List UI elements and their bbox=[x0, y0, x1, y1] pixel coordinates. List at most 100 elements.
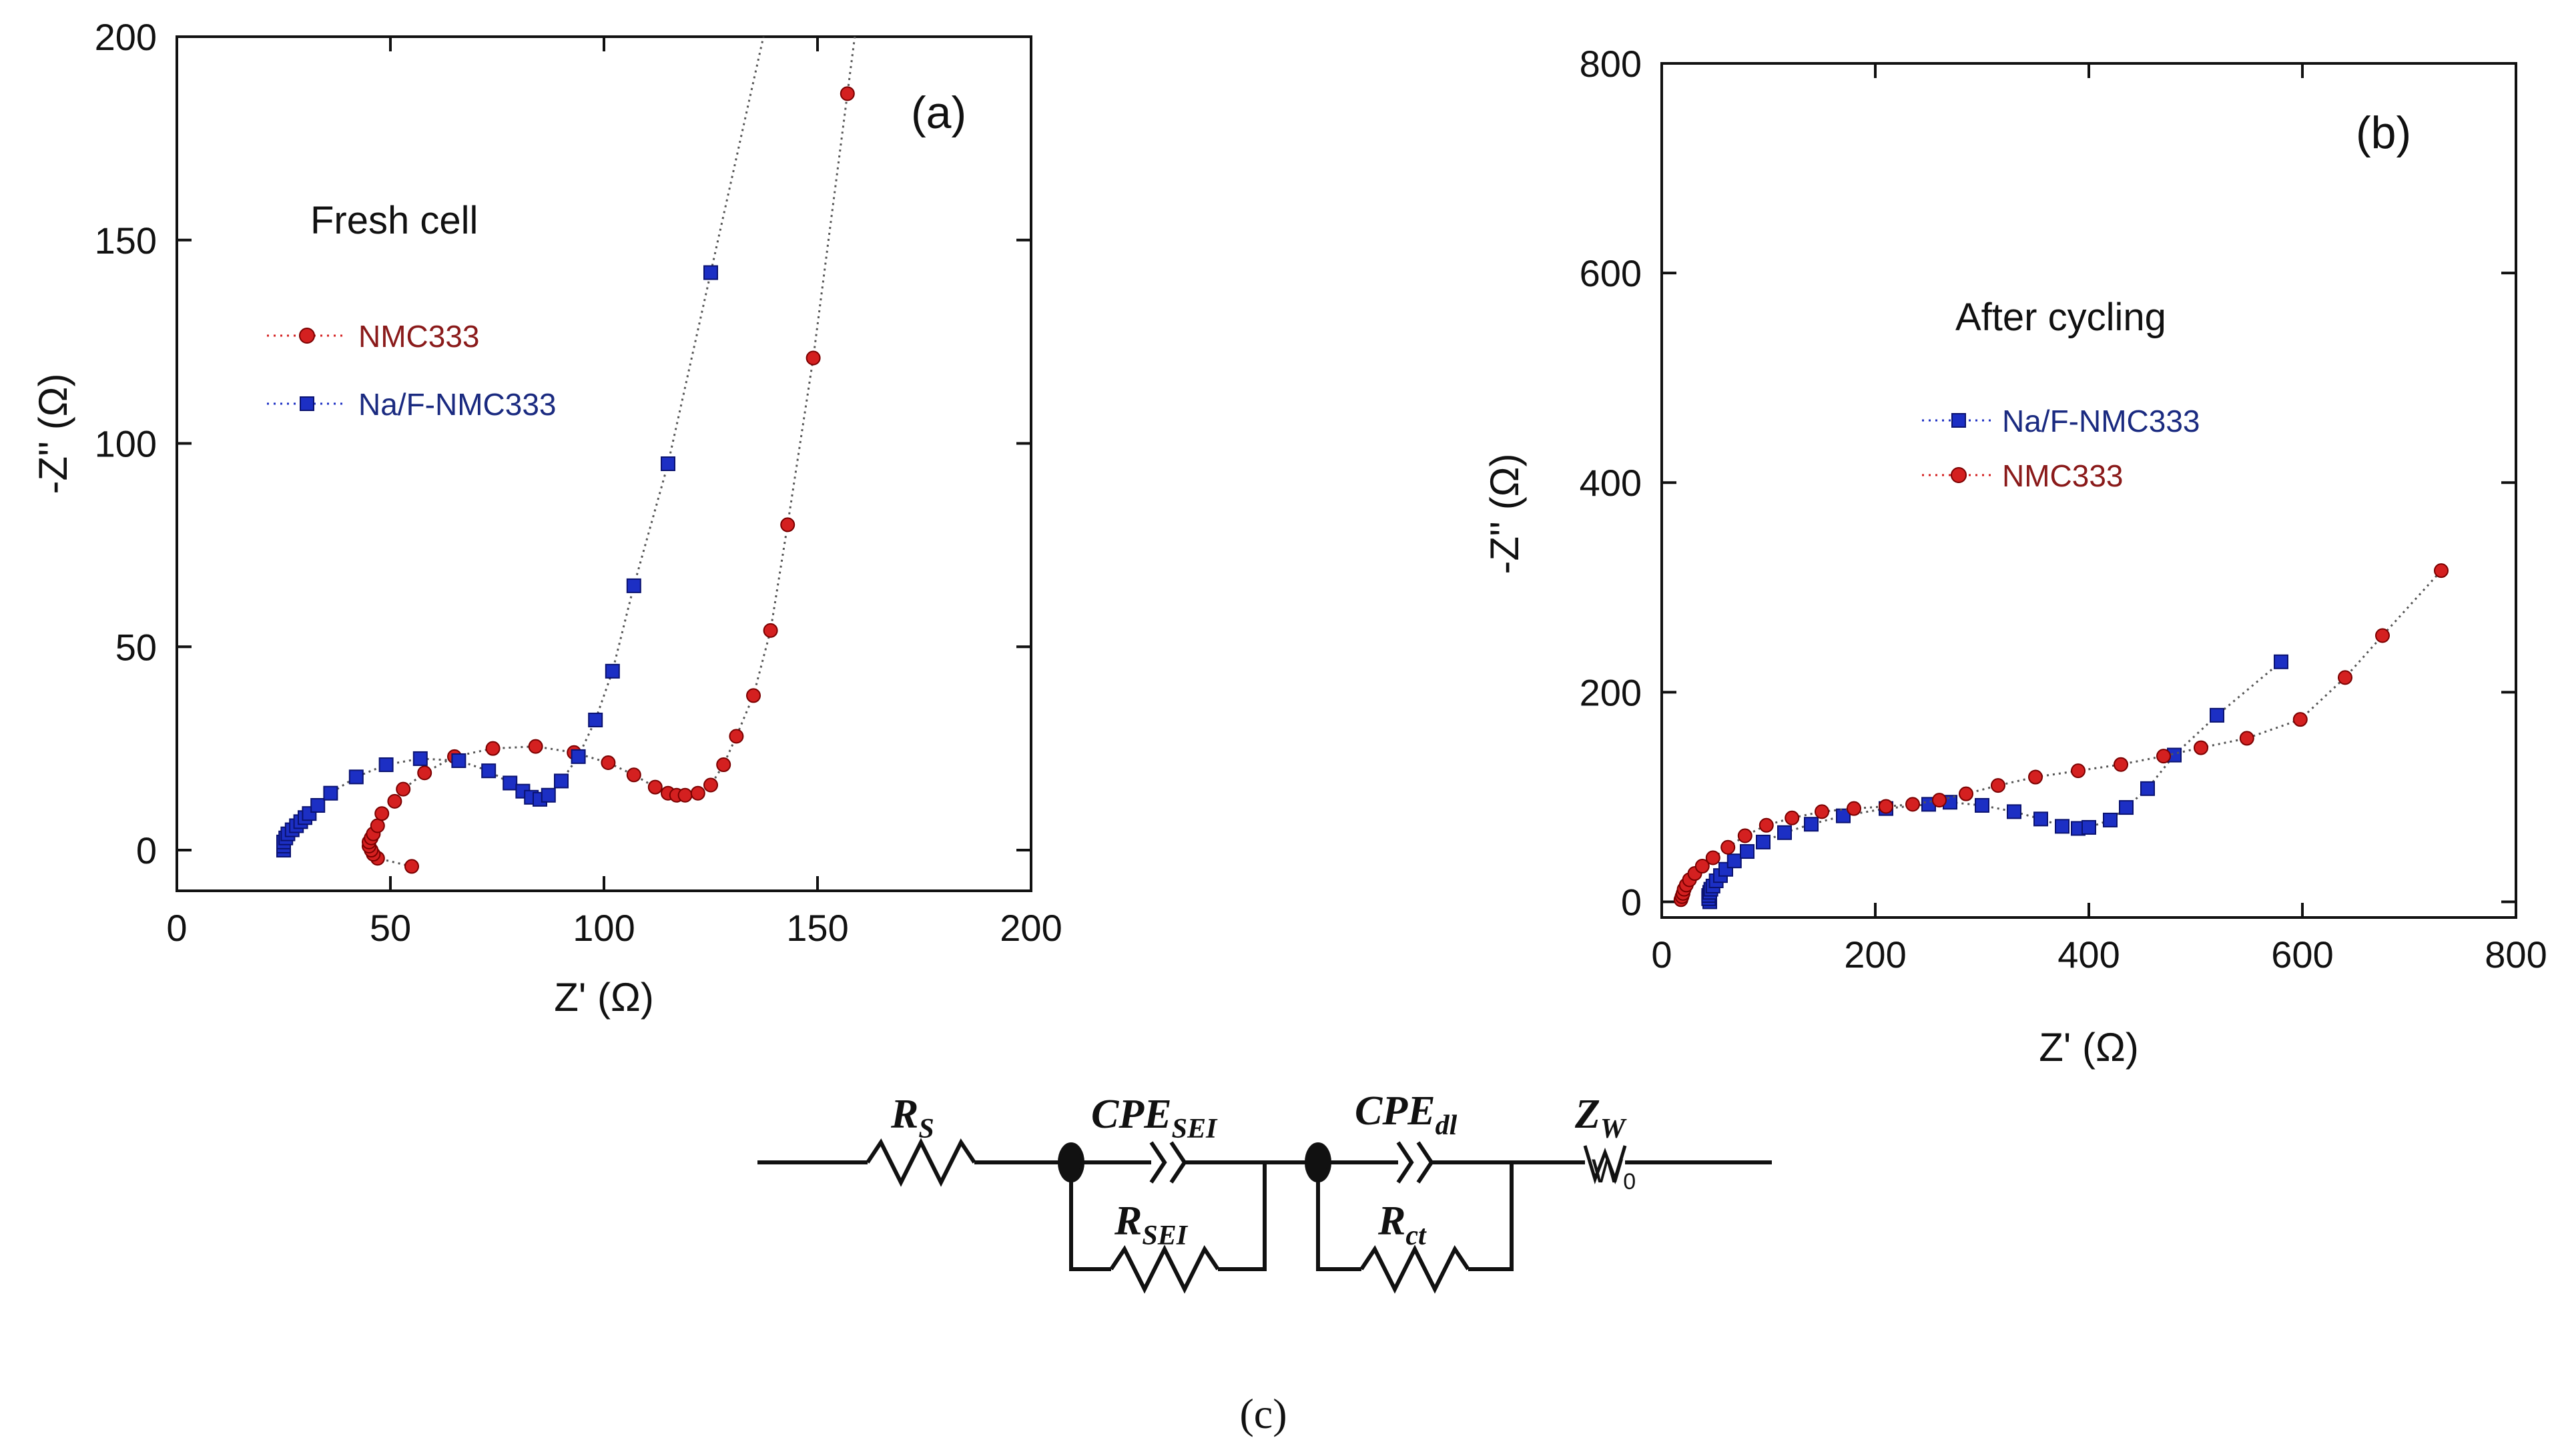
panel-b-nmc333-point bbox=[2239, 731, 2254, 746]
panel-a-xtick-label: 100 bbox=[573, 907, 635, 949]
panel-a-xtick-label: 200 bbox=[1000, 907, 1062, 949]
panel-a-xtick-label: 150 bbox=[786, 907, 848, 949]
panel-b-na-f-nmc333-point bbox=[2119, 800, 2134, 815]
panel-b-nmc333-point bbox=[1815, 804, 1829, 819]
panel-b-nmc333-point bbox=[2338, 670, 2352, 685]
panel-a-nmc333-line bbox=[368, 37, 856, 867]
panel-b-xtick-label: 800 bbox=[2485, 934, 2547, 976]
rct-branch-wire-right bbox=[1468, 1162, 1514, 1271]
label-zw-main: Z bbox=[1574, 1092, 1600, 1137]
panel-b-ytick-label: 400 bbox=[1580, 462, 1642, 504]
panel-b-series bbox=[1673, 563, 2449, 909]
panel-b-na-f-nmc333-point bbox=[1804, 817, 1819, 832]
panel-b-y-axis-label: -Z'' (Ω) bbox=[1482, 453, 1527, 574]
panel-b-na-f-nmc333-point bbox=[2033, 811, 2048, 827]
panel-a-legend: NMC333 Na/F-NMC333 bbox=[267, 319, 557, 422]
panel-b-nmc333-point bbox=[1758, 817, 1774, 833]
equivalent-circuit bbox=[757, 1138, 1772, 1294]
panel-b-ytick-label: 0 bbox=[1621, 881, 1642, 923]
legend-b-nmc333-label: NMC333 bbox=[2002, 458, 2124, 493]
panel-b-nmc333-point bbox=[2114, 757, 2128, 772]
label-rs: RS bbox=[890, 1092, 934, 1144]
panel-a-nmc333-point bbox=[528, 739, 543, 754]
panel-b-nmc333-point bbox=[1879, 799, 1893, 814]
panel-b-na-f-nmc333-point bbox=[1740, 844, 1754, 859]
panel-a-na-f-nmc333-point bbox=[571, 749, 586, 764]
legend-b-naf-marker bbox=[1951, 413, 1966, 428]
panel-b-label: (b) bbox=[2356, 107, 2411, 158]
panel-a-na-f-nmc333-line bbox=[282, 37, 765, 851]
label-cpe-dl-main: CPE bbox=[1355, 1088, 1435, 1134]
panel-a-ytick-label: 100 bbox=[95, 423, 157, 465]
panel-a-xtick-label: 0 bbox=[166, 907, 187, 949]
panel-b-na-f-nmc333-point bbox=[1756, 834, 1771, 849]
panel-a-na-f-nmc333-point bbox=[554, 773, 569, 789]
panel-a-ytick-label: 50 bbox=[115, 626, 157, 668]
panel-a-na-f-nmc333-point bbox=[348, 769, 364, 785]
panel-b-ytick-label: 600 bbox=[1580, 252, 1642, 294]
panel-a-nmc333-point bbox=[780, 517, 795, 532]
panel-b-xtick-label: 400 bbox=[2057, 934, 2120, 976]
rs-resistor bbox=[866, 1138, 976, 1187]
label-warburg-w: W0 bbox=[1592, 1152, 1636, 1194]
panel-a-na-f-nmc333-point bbox=[323, 785, 338, 801]
panel-a-nmc333-point bbox=[677, 787, 693, 803]
rsei-branch-wire bbox=[1069, 1162, 1111, 1271]
panel-a-nmc333-point bbox=[729, 729, 744, 744]
label-zw-sub: W bbox=[1600, 1114, 1627, 1144]
panel-a-na-f-nmc333-point bbox=[451, 753, 466, 768]
rsei-resistor bbox=[1109, 1244, 1220, 1294]
panel-b-ticks: 0 200 400 600 800 0 200 400 600 800 bbox=[1580, 43, 2547, 976]
label-rsei-sub: SEI bbox=[1142, 1220, 1188, 1251]
panel-a-series bbox=[276, 37, 856, 874]
panel-b-nmc333-point bbox=[1705, 850, 1720, 865]
panel-b-annotation: After cycling bbox=[1955, 296, 2166, 339]
panel-a-na-f-nmc333-point bbox=[541, 787, 556, 803]
panel-a-nmc333-point bbox=[840, 86, 855, 101]
panel-a-na-f-nmc333-point bbox=[605, 663, 620, 679]
panel-c-caption: (c) bbox=[1239, 1390, 1287, 1437]
panel-b-nmc333-point bbox=[2375, 628, 2390, 643]
panel-a-nmc333-point bbox=[601, 755, 616, 770]
panel-a-nmc333-point bbox=[404, 859, 419, 874]
label-warburg-w-sub: 0 bbox=[1623, 1169, 1636, 1194]
panel-a-na-f-nmc333-point bbox=[310, 798, 326, 813]
legend-a-nmc333-marker bbox=[299, 328, 315, 344]
label-cpe-sei-sub: SEI bbox=[1172, 1114, 1218, 1144]
cpe-dl-element-left bbox=[1396, 1141, 1414, 1184]
panel-b-nmc333-point bbox=[1905, 797, 1920, 812]
panel-b-na-f-nmc333-point bbox=[1836, 808, 1851, 823]
panel-b-nmc333-point bbox=[1720, 839, 1736, 855]
warburg-element bbox=[1583, 1145, 1627, 1184]
panel-b-na-f-nmc333-point bbox=[2274, 654, 2288, 669]
panel-b-na-f-nmc333-point bbox=[2210, 707, 2224, 723]
panel-a-nmc333-point bbox=[806, 350, 821, 366]
panel-a-label: (a) bbox=[911, 87, 966, 138]
panel-a-nmc333-point bbox=[716, 757, 731, 773]
legend-b-naf-label: Na/F-NMC333 bbox=[2002, 404, 2200, 438]
panel-a-na-f-nmc333-point bbox=[481, 763, 497, 779]
panel-b-nmc333-point bbox=[1847, 801, 1861, 816]
panel-a-nmc333-point bbox=[626, 767, 641, 783]
label-rct-sub: ct bbox=[1405, 1220, 1427, 1251]
panel-b-nmc333-point bbox=[2071, 763, 2086, 779]
cpe-dl-element-right bbox=[1416, 1141, 1434, 1184]
label-rs-main: R bbox=[890, 1092, 918, 1137]
label-cpe-sei: CPESEI bbox=[1091, 1092, 1218, 1144]
panel-a-nmc333-point bbox=[485, 741, 501, 756]
panel-a-ytick-label: 150 bbox=[95, 220, 157, 262]
panel-b-nmc333-point bbox=[2292, 712, 2308, 727]
panel-a-nmc333-point bbox=[763, 623, 778, 638]
panel-b-chart: 0 200 400 600 800 0 200 400 600 800 (b) After cyc… bbox=[1482, 43, 2547, 1070]
panel-a-xtick-label: 50 bbox=[370, 907, 411, 949]
panel-b-nmc333-point bbox=[1959, 786, 1973, 801]
rct-branch-wire bbox=[1316, 1162, 1361, 1271]
panel-a-nmc333-point bbox=[690, 785, 705, 801]
label-cpe-dl-sub: dl bbox=[1435, 1110, 1458, 1141]
legend-b-nmc333-marker bbox=[1951, 467, 1967, 483]
panel-a-annotation: Fresh cell bbox=[310, 199, 478, 242]
panel-a-ticks: 0 50 100 150 200 0 50 100 150 200 bbox=[95, 16, 1062, 949]
label-warburg-w-main: W bbox=[1592, 1152, 1624, 1190]
panel-b-nmc333-point bbox=[1991, 778, 2005, 793]
